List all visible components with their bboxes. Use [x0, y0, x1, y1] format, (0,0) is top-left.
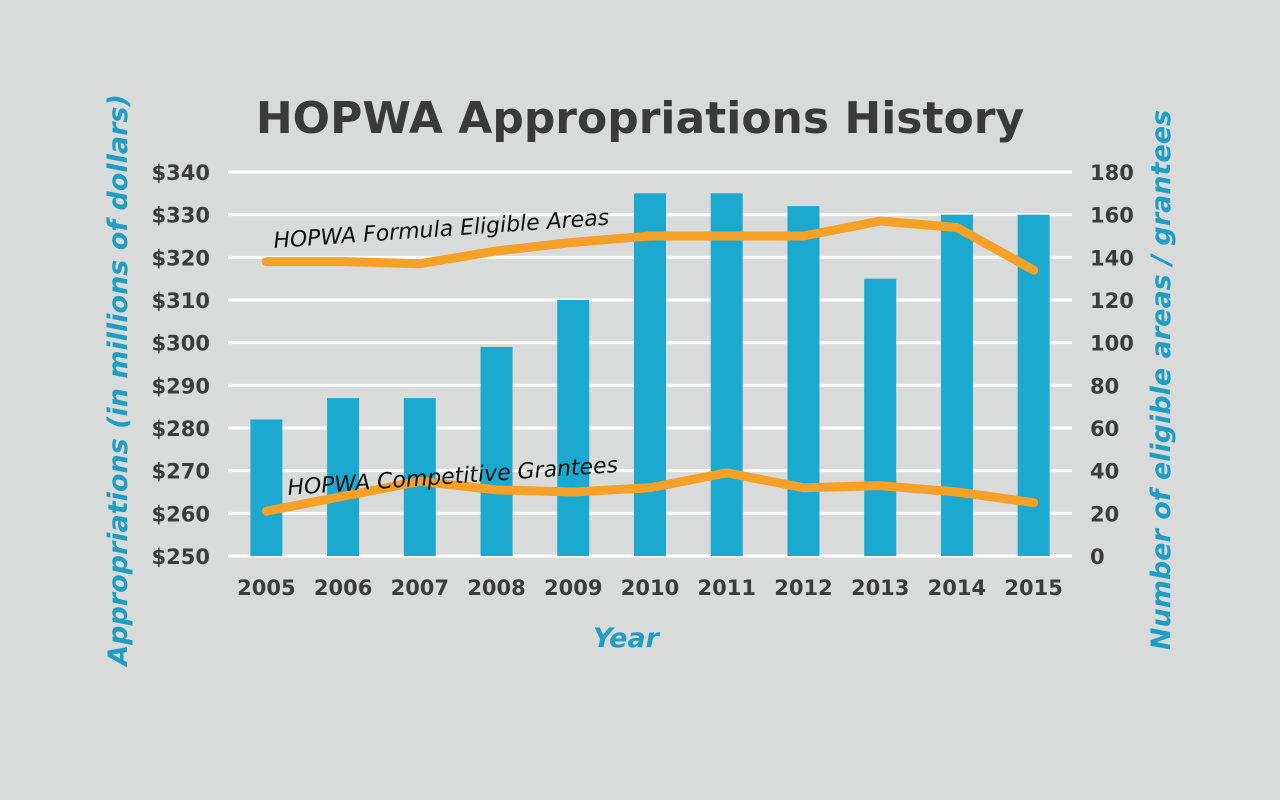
y-axis-left-label: Appropriations (in millions of dollars): [103, 94, 134, 668]
bar: [634, 193, 666, 557]
x-tick-label: 2007: [391, 576, 449, 600]
y-right-tick-label: 160: [1090, 204, 1134, 228]
bar: [327, 398, 360, 556]
bar-series: [250, 193, 1050, 557]
y-axis-right-ticks: 0 20 40 60 80 100 120 140 160 180: [1090, 161, 1134, 569]
bar: [250, 419, 283, 556]
x-axis-label: Year: [593, 623, 661, 654]
bar: [940, 214, 973, 556]
y-right-tick-label: 0: [1090, 545, 1105, 569]
y-axis-left-ticks: $250 $260 $270 $280 $290 $300 $310 $320 $330 $340: [152, 161, 210, 569]
chart-title: HOPWA Appropriations History: [256, 93, 1024, 144]
competitive-grantees-line: [261, 468, 1039, 516]
bar: [557, 300, 590, 556]
y-left-tick-label: $270: [152, 460, 210, 484]
bar: [787, 206, 820, 556]
bar: [480, 346, 513, 556]
y-right-tick-label: 20: [1090, 502, 1119, 526]
y-right-tick-label: 120: [1090, 289, 1134, 313]
y-right-tick-label: 180: [1090, 161, 1134, 185]
x-tick-label: 2006: [314, 576, 372, 600]
y-left-tick-label: $310: [152, 289, 210, 313]
y-left-tick-label: $300: [152, 332, 210, 356]
y-left-tick-label: $250: [152, 545, 210, 569]
y-axis-right-label: Number of eligible areas / grantees: [1146, 110, 1177, 650]
y-left-tick-label: $320: [152, 246, 210, 270]
y-left-tick-label: $330: [152, 204, 210, 228]
x-tick-label: 2013: [851, 576, 909, 600]
y-right-tick-label: 40: [1090, 460, 1119, 484]
y-right-tick-label: 100: [1090, 332, 1134, 356]
line-series: [261, 216, 1039, 516]
x-tick-label: 2011: [698, 576, 756, 600]
y-left-tick-label: $290: [152, 374, 210, 398]
formula-eligible-areas-line: [261, 216, 1039, 275]
y-left-tick-label: $260: [152, 502, 210, 526]
x-tick-label: 2008: [467, 576, 525, 600]
x-tick-label: 2015: [1004, 576, 1062, 600]
y-right-tick-label: 80: [1090, 374, 1119, 398]
y-left-tick-label: $340: [152, 161, 210, 185]
y-right-tick-label: 60: [1090, 417, 1119, 441]
bar: [710, 193, 743, 557]
x-tick-label: 2012: [774, 576, 832, 600]
x-tick-label: 2014: [928, 576, 986, 600]
x-tick-label: 2005: [237, 576, 295, 600]
y-right-tick-label: 140: [1090, 246, 1134, 270]
x-axis-ticks: 2005 2006 2007 2008 2009 2010 2011 2012 2013 2014…: [237, 576, 1063, 600]
bar: [864, 278, 897, 556]
x-tick-label: 2009: [544, 576, 602, 600]
y-left-tick-label: $280: [152, 417, 210, 441]
x-tick-label: 2010: [621, 576, 679, 600]
